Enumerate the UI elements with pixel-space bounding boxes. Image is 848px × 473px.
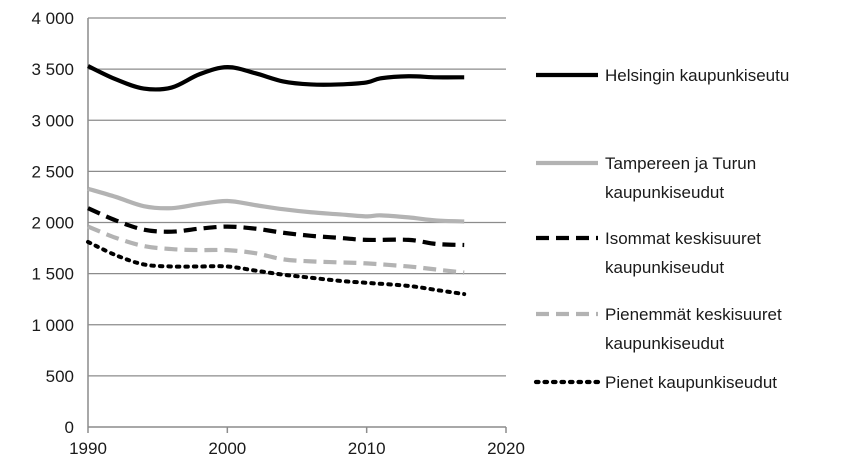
- series-line-1: [87, 64, 465, 92]
- x-tick-label: 1990: [69, 439, 107, 458]
- legend-label: kaupunkiseudut: [605, 183, 724, 202]
- legend-label: Pienemmät keskisuuret: [605, 305, 782, 324]
- legend-label: Isommat keskisuuret: [605, 229, 761, 248]
- legend-label: Helsingin kaupunkiseutu: [605, 66, 789, 85]
- series-line-2: [87, 186, 465, 224]
- legend-label: kaupunkiseudut: [605, 334, 724, 353]
- legend-label: kaupunkiseudut: [605, 258, 724, 277]
- y-tick-label: 2 500: [31, 162, 74, 181]
- series-line-3: [87, 206, 465, 248]
- legend-label: Pienet kaupunkiseudut: [605, 373, 777, 392]
- y-tick-label: 1 000: [31, 316, 74, 335]
- y-tick-label: 1 500: [31, 265, 74, 284]
- series-line-5: [86, 239, 467, 297]
- axes: 0 500 1 000 1 500 2 000 2 500 3 000 3 500 4 000 1…: [31, 9, 524, 458]
- y-tick-label: 3 000: [31, 111, 74, 130]
- y-tick-label: 4 000: [31, 9, 74, 28]
- y-tick-label: 0: [65, 418, 74, 437]
- x-tick-label: 2010: [348, 439, 386, 458]
- y-tick-label: 2 000: [31, 214, 74, 233]
- legend-label: Tampereen ja Turun: [605, 154, 756, 173]
- legend: Helsingin kaupunkiseutu Tampereen ja Turu…: [533, 66, 789, 392]
- series-lines: [86, 64, 467, 297]
- x-tick-label: 2000: [208, 439, 246, 458]
- gridlines: [88, 17, 506, 377]
- x-tick-label: 2020: [487, 439, 525, 458]
- series-line-4: [87, 224, 465, 275]
- y-tick-label: 500: [46, 367, 74, 386]
- y-tick-label: 3 500: [31, 60, 74, 79]
